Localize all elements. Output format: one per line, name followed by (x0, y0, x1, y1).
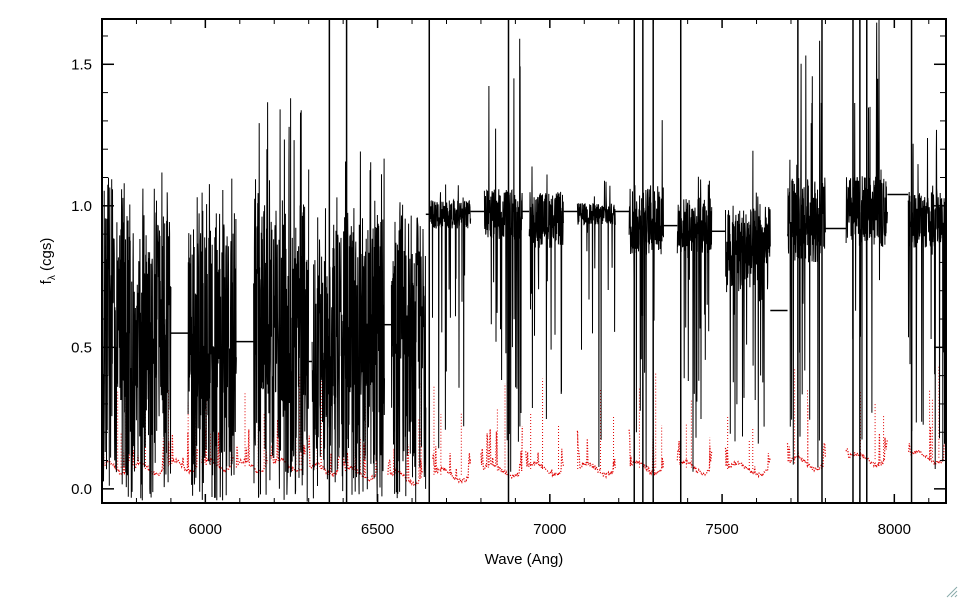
y-tick-label: 1.0 (71, 198, 92, 215)
error-spectrum-segment (201, 429, 234, 473)
error-spectrum-segment (387, 444, 423, 487)
flux-spectrum-segment (328, 151, 385, 502)
error-spectrum-segment (908, 426, 946, 466)
flux-spectrum-segment (528, 166, 565, 420)
error-spectrum-segment (342, 436, 379, 483)
x-tick-label: 7500 (705, 521, 738, 538)
error-spectrum-segment (525, 448, 565, 479)
flux-spectrum-segment (253, 98, 310, 502)
y-axis-label: fλ (cgs) (38, 238, 58, 285)
error-spectrum-segment (480, 426, 523, 480)
flux-spectrum-segment (576, 180, 616, 468)
y-tick-label: 0.5 (71, 339, 92, 356)
x-axis-label: Wave (Ang) (485, 551, 564, 568)
resize-grip-icon[interactable] (946, 586, 958, 598)
error-spectrum-segment (102, 447, 131, 477)
flux-spectrum-segment (311, 208, 330, 499)
error-spectrum-segment (676, 440, 713, 477)
x-tick-label: 6500 (361, 521, 394, 538)
error-spectrum-segment (724, 447, 771, 479)
error-spectrum-segment (576, 430, 616, 480)
y-tick-label: 1.5 (71, 56, 92, 73)
flux-spectrum-segment (725, 150, 771, 444)
y-axis-label-subscript: λ (47, 275, 58, 280)
y-axis-label-main: f (38, 279, 55, 284)
error-spectrum-segment (167, 431, 199, 475)
flux-spectrum-segment (187, 178, 237, 501)
flux-spectrum-segment (676, 176, 713, 472)
error-spectrum-segment (432, 446, 472, 484)
error-spectrum-segment (235, 429, 268, 475)
x-tick-label: 7000 (533, 521, 566, 538)
y-tick-label: 0.0 (71, 481, 92, 498)
y-axis-label-suffix: (cgs) (38, 238, 55, 276)
x-tick-label: 6000 (189, 521, 222, 538)
flux-spectrum-segment (428, 184, 472, 449)
flux-spectrum-segment (483, 38, 523, 472)
error-spectrum-segment (786, 442, 826, 473)
flux-spectrum-segment (102, 172, 172, 501)
flux-spectrum-segment (787, 40, 826, 468)
error-spectrum-segment (308, 435, 341, 477)
plot-frame (101, 18, 947, 504)
flux-spectrum-segment (907, 129, 946, 470)
flux-spectrum-segment (390, 202, 427, 503)
x-tick-label: 8000 (878, 521, 911, 538)
